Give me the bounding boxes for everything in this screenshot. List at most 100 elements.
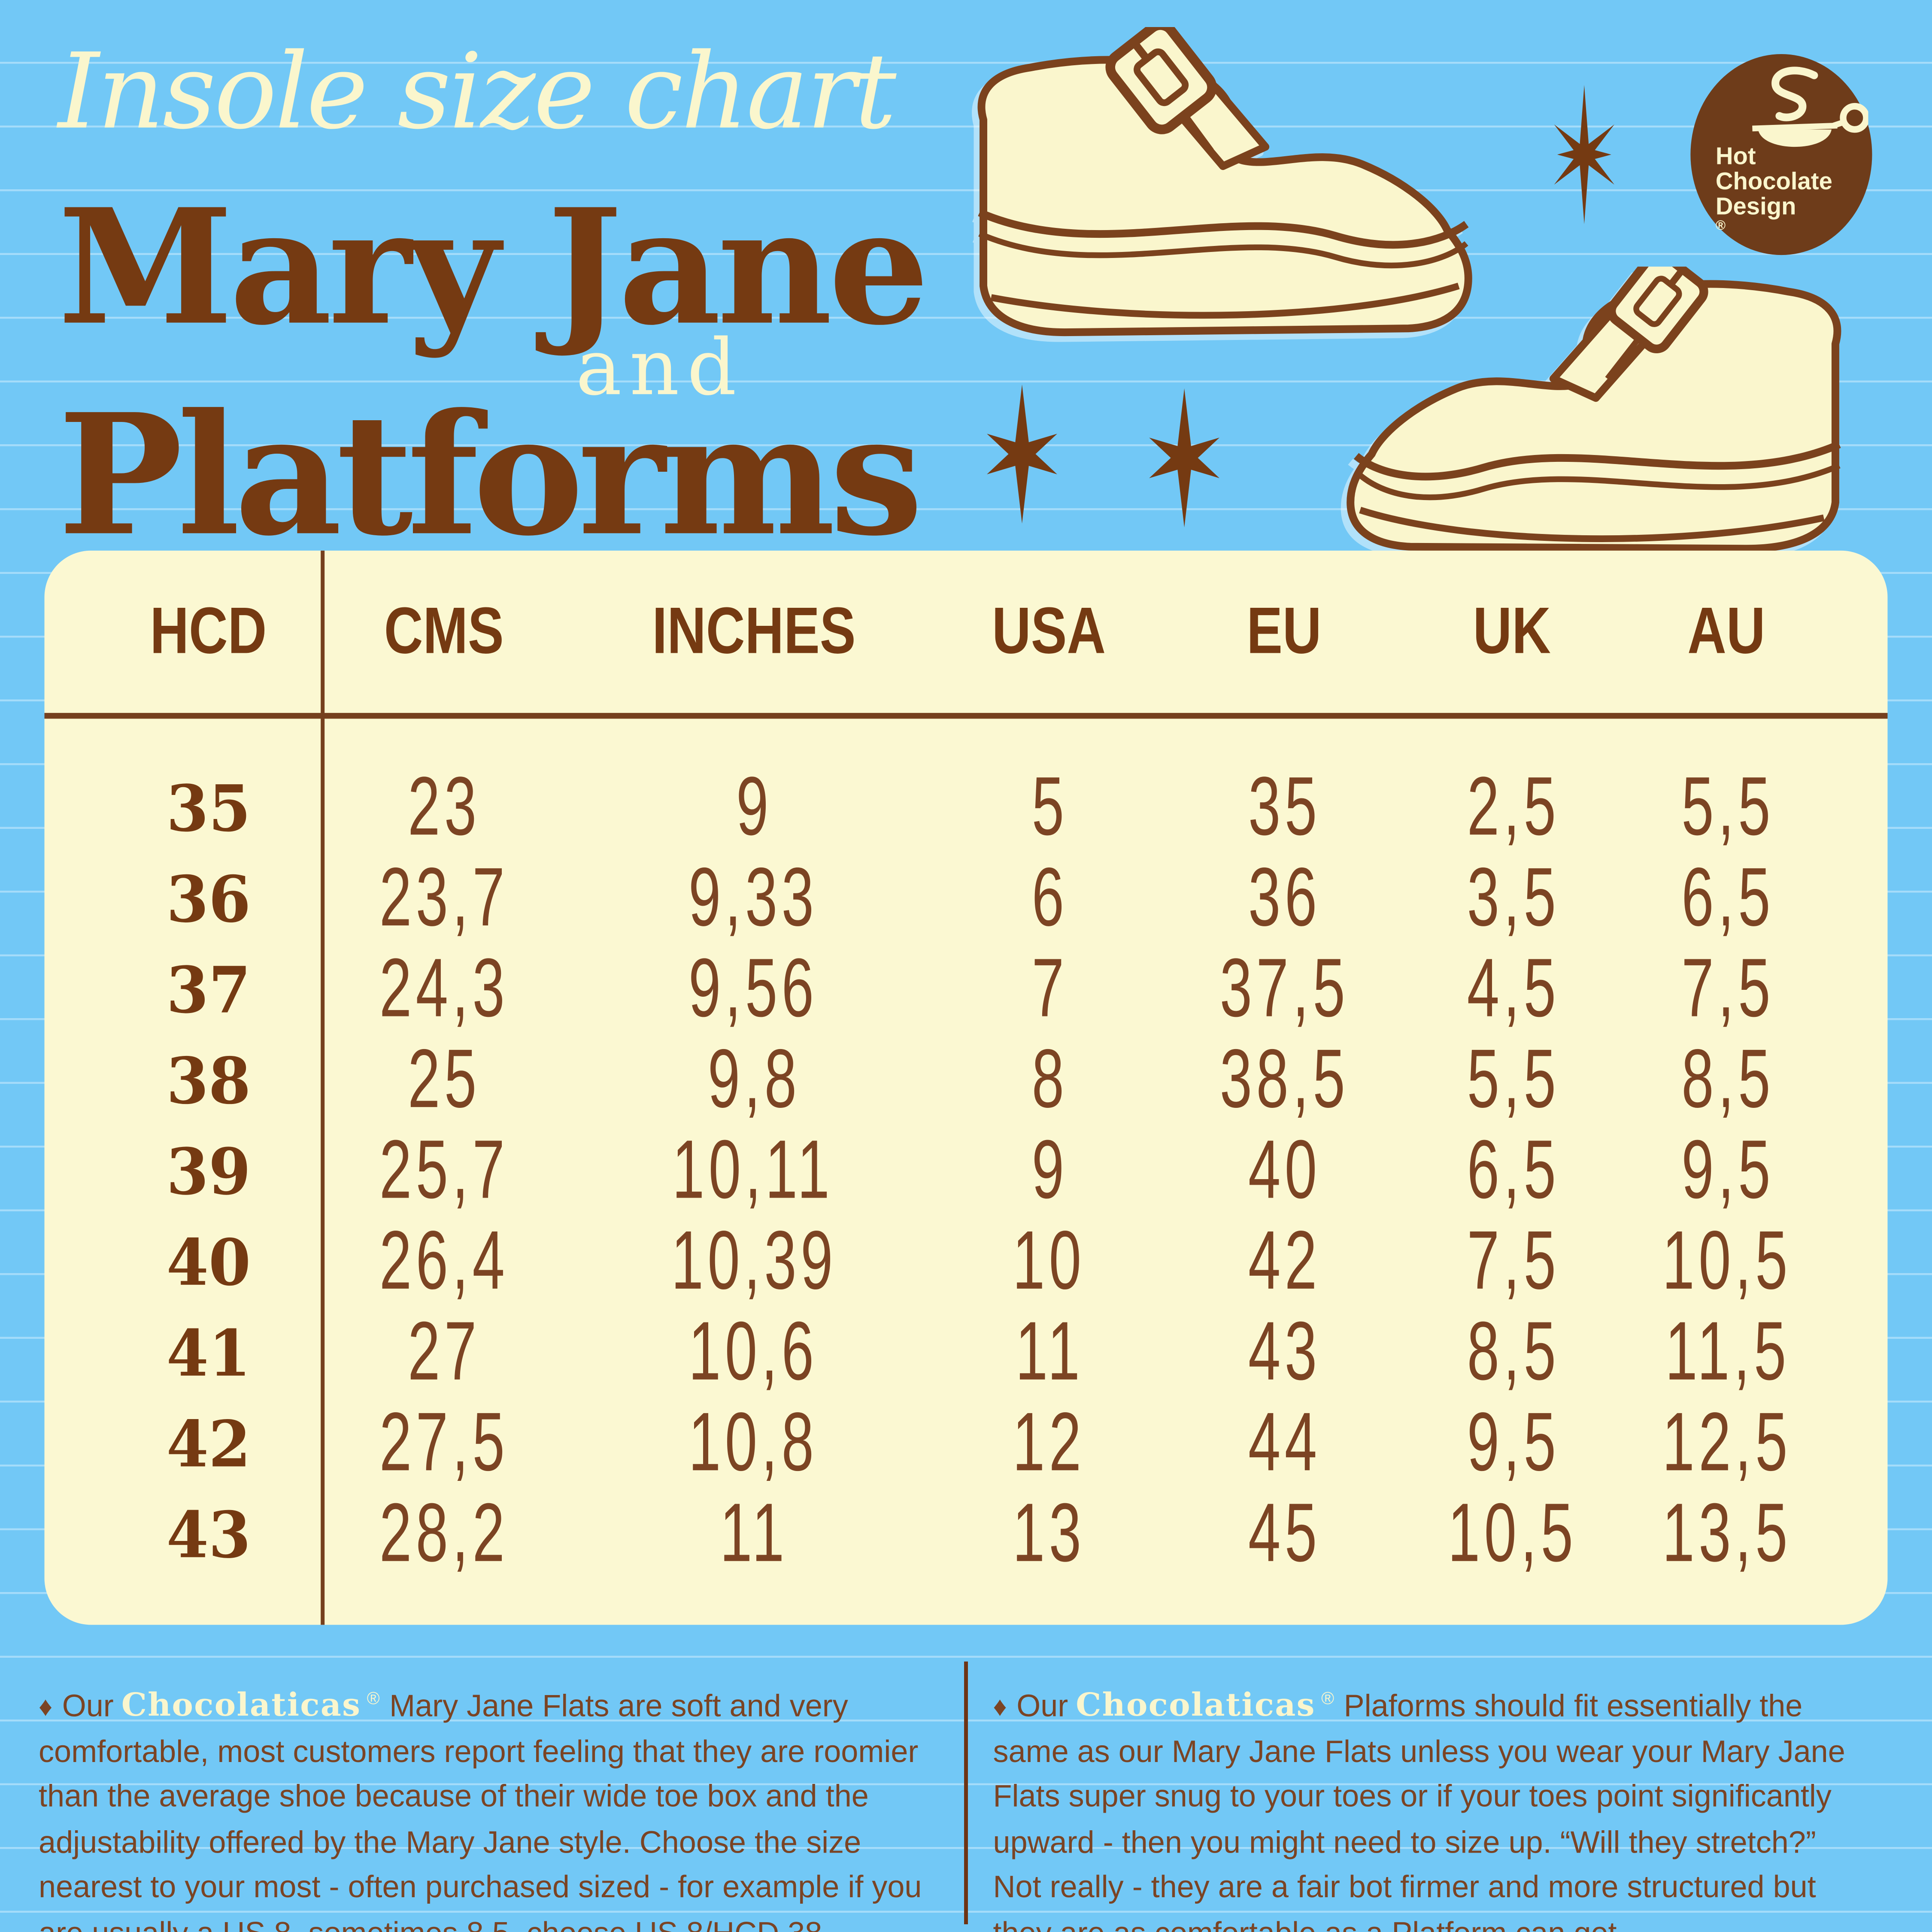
script-title: Insole size chart <box>58 31 897 153</box>
au-value: 13,5 <box>1662 1487 1792 1580</box>
registered-mark: ® <box>367 1688 380 1708</box>
table-row: 37 24,3 9,56 7 37,5 4,5 7,5 <box>45 943 1839 1036</box>
table-body: 35 23 9 5 35 2,5 5,5 36 23,7 9,33 6 36 3… <box>45 761 1839 1580</box>
table-vertical-divider <box>321 550 324 1625</box>
hcd-size: 35 <box>165 770 250 846</box>
note-lead: Our <box>1016 1691 1068 1724</box>
cms-value: 24,3 <box>379 943 509 1036</box>
starburst-icon <box>1554 85 1615 224</box>
au-value: 9,5 <box>1680 1124 1774 1217</box>
inches-value: 9,8 <box>707 1034 800 1127</box>
table-row: 41 27 10,6 11 43 8,5 11,5 <box>45 1306 1839 1399</box>
inches-value: 9,33 <box>688 852 819 945</box>
usa-value: 12 <box>1013 1397 1086 1490</box>
au-value: 5,5 <box>1680 761 1774 854</box>
cms-value: 25,7 <box>379 1124 509 1217</box>
uk-value: 4,5 <box>1466 943 1559 1036</box>
logo-line: Hot <box>1715 143 1756 170</box>
registered-mark: ® <box>1321 1688 1335 1708</box>
cms-value: 25 <box>408 1034 481 1127</box>
au-value: 7,5 <box>1680 943 1774 1036</box>
eu-value: 37,5 <box>1220 943 1350 1036</box>
note-lead: Our <box>62 1691 114 1724</box>
diamond-bullet-icon: ♦ <box>39 1691 53 1722</box>
hcd-size: 36 <box>165 861 250 937</box>
uk-value: 6,5 <box>1466 1124 1559 1217</box>
logo-wordmark: Hot Chocolate Design ® <box>1715 143 1832 246</box>
title-mary-jane: Mary Jane <box>58 176 929 361</box>
column-header-eu: EU <box>1247 594 1322 668</box>
eu-value: 35 <box>1248 761 1321 854</box>
starburst-icon <box>987 384 1057 524</box>
cms-value: 26,4 <box>379 1215 509 1308</box>
note-platforms: ♦ Our Chocolaticas ® Plaforms should fit ess… <box>993 1677 1866 1932</box>
uk-value: 3,5 <box>1466 852 1559 945</box>
cms-value: 23 <box>408 761 481 854</box>
cms-value: 27 <box>408 1306 481 1399</box>
table-row: 42 27,5 10,8 12 44 9,5 12,5 <box>45 1397 1839 1489</box>
usa-value: 11 <box>1015 1306 1083 1399</box>
logo-line: Chocolate <box>1715 168 1832 195</box>
column-header-inches: INCHES <box>652 594 855 668</box>
uk-value: 2,5 <box>1466 761 1559 854</box>
brand-chocolaticas: Chocolaticas <box>1076 1687 1316 1724</box>
steaming-cup-icon <box>1752 67 1868 147</box>
column-header-usa: USA <box>992 594 1106 668</box>
uk-value: 9,5 <box>1466 1397 1559 1490</box>
brand-chocolaticas: Chocolaticas <box>121 1687 361 1724</box>
title-and: and <box>576 325 744 414</box>
au-value: 12,5 <box>1662 1397 1792 1490</box>
logo-line: Design ® <box>1715 193 1796 234</box>
hcd-size: 39 <box>165 1134 250 1210</box>
inches-value: 10,11 <box>673 1124 834 1217</box>
title-platforms: Platforms <box>58 379 923 574</box>
eu-value: 36 <box>1248 852 1321 945</box>
hcd-size: 42 <box>165 1406 250 1482</box>
table-row: 38 25 9,8 8 38,5 5,5 8,5 <box>45 1034 1839 1127</box>
au-value: 11,5 <box>1665 1306 1790 1399</box>
eu-value: 43 <box>1248 1306 1321 1399</box>
inches-value: 10,8 <box>688 1397 819 1490</box>
note-mary-jane-flats: ♦ Our Chocolaticas ® Mary Jane Flats are sof… <box>39 1677 923 1932</box>
table-row: 39 25,7 10,11 9 40 6,5 9,5 <box>45 1124 1839 1217</box>
inches-value: 9 <box>735 761 772 854</box>
uk-value: 7,5 <box>1466 1215 1559 1308</box>
au-value: 10,5 <box>1662 1215 1792 1308</box>
column-header-hcd: HCD <box>149 594 266 668</box>
usa-value: 6 <box>1031 852 1068 945</box>
note-body: Plaforms should fit essentially the same… <box>993 1691 1845 1932</box>
usa-value: 13 <box>1013 1487 1086 1580</box>
registered-mark: ® <box>1715 220 1726 234</box>
uk-value: 10,5 <box>1448 1487 1578 1580</box>
hcd-size: 37 <box>165 952 250 1028</box>
hcd-size: 38 <box>165 1043 250 1119</box>
inches-value: 10,39 <box>670 1215 837 1308</box>
eu-value: 42 <box>1248 1215 1321 1308</box>
au-value: 8,5 <box>1680 1034 1774 1127</box>
au-value: 6,5 <box>1680 852 1774 945</box>
table-header-rule <box>44 713 1888 718</box>
eu-value: 40 <box>1248 1124 1321 1217</box>
cms-value: 27,5 <box>379 1397 509 1490</box>
uk-value: 5,5 <box>1466 1034 1559 1127</box>
usa-value: 5 <box>1031 761 1068 854</box>
column-header-au: AU <box>1688 594 1766 668</box>
eu-value: 45 <box>1248 1487 1321 1580</box>
eu-value: 44 <box>1248 1397 1321 1490</box>
usa-value: 10 <box>1013 1215 1086 1308</box>
uk-value: 8,5 <box>1466 1306 1559 1399</box>
note-body: Mary Jane Flats are soft and very comfor… <box>39 1691 922 1932</box>
notes-divider <box>964 1661 968 1924</box>
diamond-bullet-icon: ♦ <box>993 1691 1007 1722</box>
starburst-icon <box>1149 388 1220 528</box>
inches-value: 9,56 <box>688 943 819 1036</box>
hot-chocolate-design-logo: Hot Chocolate Design ® <box>1690 54 1872 255</box>
hcd-size: 43 <box>165 1497 250 1573</box>
usa-value: 8 <box>1031 1034 1068 1127</box>
table-row: 36 23,7 9,33 6 36 3,5 6,5 <box>45 852 1839 945</box>
usa-value: 9 <box>1031 1124 1068 1217</box>
table-row: 35 23 9 5 35 2,5 5,5 <box>45 761 1839 854</box>
inches-value: 11 <box>719 1487 788 1580</box>
table-row: 43 28,2 11 13 45 10,5 13,5 <box>45 1488 1839 1580</box>
